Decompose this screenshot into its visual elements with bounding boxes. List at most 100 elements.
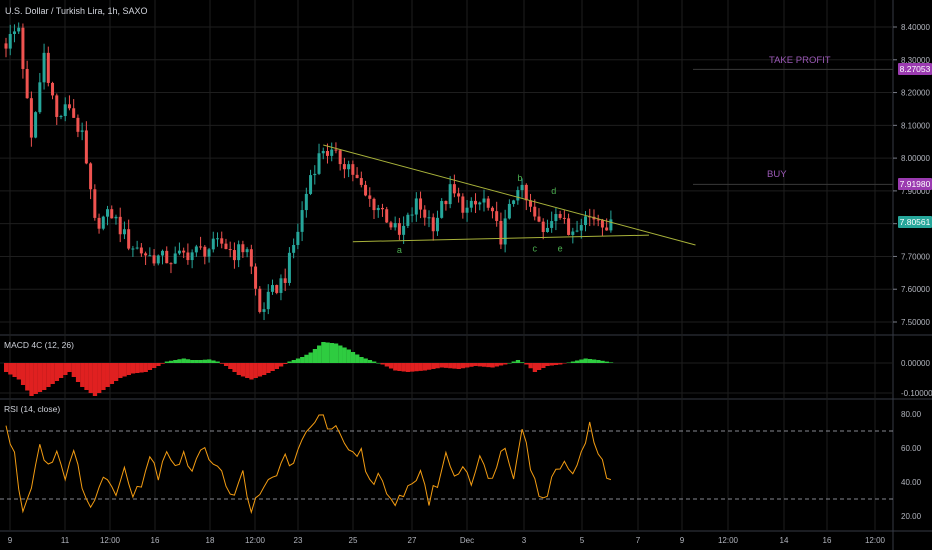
candle-body xyxy=(554,214,558,222)
candle-body xyxy=(397,223,401,235)
macd-bar xyxy=(359,357,364,363)
candle-body xyxy=(152,255,156,264)
macd-bar xyxy=(164,361,170,363)
macd-bar xyxy=(562,363,567,364)
price-tick-label: 8.20000 xyxy=(901,89,930,98)
macd-bar xyxy=(270,363,275,371)
macd-bar xyxy=(63,363,68,375)
candle-body xyxy=(131,248,135,250)
candle-body xyxy=(34,112,38,138)
macd-bar xyxy=(228,363,233,369)
macd-bar xyxy=(253,363,258,378)
candle-body xyxy=(338,150,342,165)
macd-bar xyxy=(604,361,609,363)
candle-body xyxy=(342,164,346,170)
macd-bar xyxy=(325,342,330,363)
candle-body xyxy=(270,285,274,292)
macd-bar xyxy=(101,363,106,390)
macd-bar xyxy=(608,362,614,363)
candle-body xyxy=(584,216,588,226)
take-profit-price-badge: 8.27053 xyxy=(898,63,932,75)
price-tick-label: 7.70000 xyxy=(901,252,930,261)
candle-body xyxy=(182,250,186,253)
candle-body xyxy=(321,151,325,154)
candle-body xyxy=(232,250,236,261)
candle-body xyxy=(203,246,207,257)
macd-bar xyxy=(410,363,415,372)
candle-body xyxy=(389,222,393,228)
trendline-lower xyxy=(352,234,649,243)
candle-body xyxy=(12,31,16,34)
price-tick-label: 8.00000 xyxy=(901,154,930,163)
time-tick-label: 7 xyxy=(636,536,641,545)
candle-body xyxy=(80,130,84,132)
rsi-tick-label: 20.00 xyxy=(901,512,922,521)
time-tick-label: 14 xyxy=(780,536,789,545)
candle-body xyxy=(254,266,258,289)
macd-bar xyxy=(507,363,512,364)
rsi-tick-label: 40.00 xyxy=(901,478,922,487)
macd-bar xyxy=(287,361,292,363)
candle-body xyxy=(558,214,562,218)
candle-body xyxy=(503,218,507,245)
candle-body xyxy=(287,252,291,283)
price-tick-label: 8.10000 xyxy=(901,121,930,130)
macd-bar xyxy=(92,363,98,396)
candle-body xyxy=(148,255,152,257)
macd-bar xyxy=(211,360,216,363)
candle-body xyxy=(17,27,21,32)
candle-body xyxy=(89,163,93,190)
candle-body xyxy=(122,229,126,235)
candle-body xyxy=(190,252,194,261)
candle-body xyxy=(490,207,494,212)
candle-body xyxy=(402,225,406,235)
macd-bar xyxy=(380,363,385,365)
take-profit-label: TAKE PROFIT xyxy=(769,55,831,66)
candle-body xyxy=(461,196,465,213)
candle-body xyxy=(127,229,131,249)
candle-body xyxy=(427,217,431,219)
macd-bar xyxy=(12,363,17,377)
macd-bar xyxy=(207,359,212,363)
macd-bar xyxy=(16,363,21,380)
macd-bar xyxy=(528,363,533,369)
time-tick-label: 5 xyxy=(580,536,585,545)
candle-body xyxy=(275,285,279,293)
candle-body xyxy=(161,250,165,256)
candle-body xyxy=(325,151,329,156)
macd-bar xyxy=(321,342,326,363)
candle-body xyxy=(114,216,118,219)
macd-tick-label: 0.00000 xyxy=(901,359,930,368)
candle-body xyxy=(300,210,304,232)
candle-body xyxy=(465,207,469,213)
candle-body xyxy=(237,244,241,261)
macd-bar xyxy=(249,363,254,380)
macd-bar xyxy=(160,363,165,364)
macd-bar xyxy=(405,363,411,372)
candle-body xyxy=(245,249,249,253)
macd-bar xyxy=(300,357,305,363)
macd-bar xyxy=(600,360,605,363)
candle-body xyxy=(292,245,296,253)
macd-bar xyxy=(481,363,487,367)
time-tick-label: 9 xyxy=(8,536,13,545)
candle-body xyxy=(258,288,262,312)
macd-bar xyxy=(448,363,453,369)
macd-bar xyxy=(97,363,102,393)
candle-body xyxy=(364,184,368,196)
macd-bar xyxy=(583,358,588,363)
macd-bar xyxy=(168,360,174,363)
macd-bar xyxy=(8,363,13,375)
macd-bar xyxy=(372,361,377,363)
macd-bar xyxy=(511,361,516,363)
macd-bar xyxy=(486,363,491,368)
macd-bar xyxy=(435,363,440,369)
macd-bar xyxy=(329,343,335,363)
macd-bar xyxy=(494,363,499,367)
macd-bar xyxy=(291,360,296,363)
candle-body xyxy=(440,201,444,218)
candle-body xyxy=(173,253,177,264)
candle-body xyxy=(474,200,478,205)
macd-bar xyxy=(384,363,389,367)
wave-label-b: b xyxy=(517,173,522,183)
